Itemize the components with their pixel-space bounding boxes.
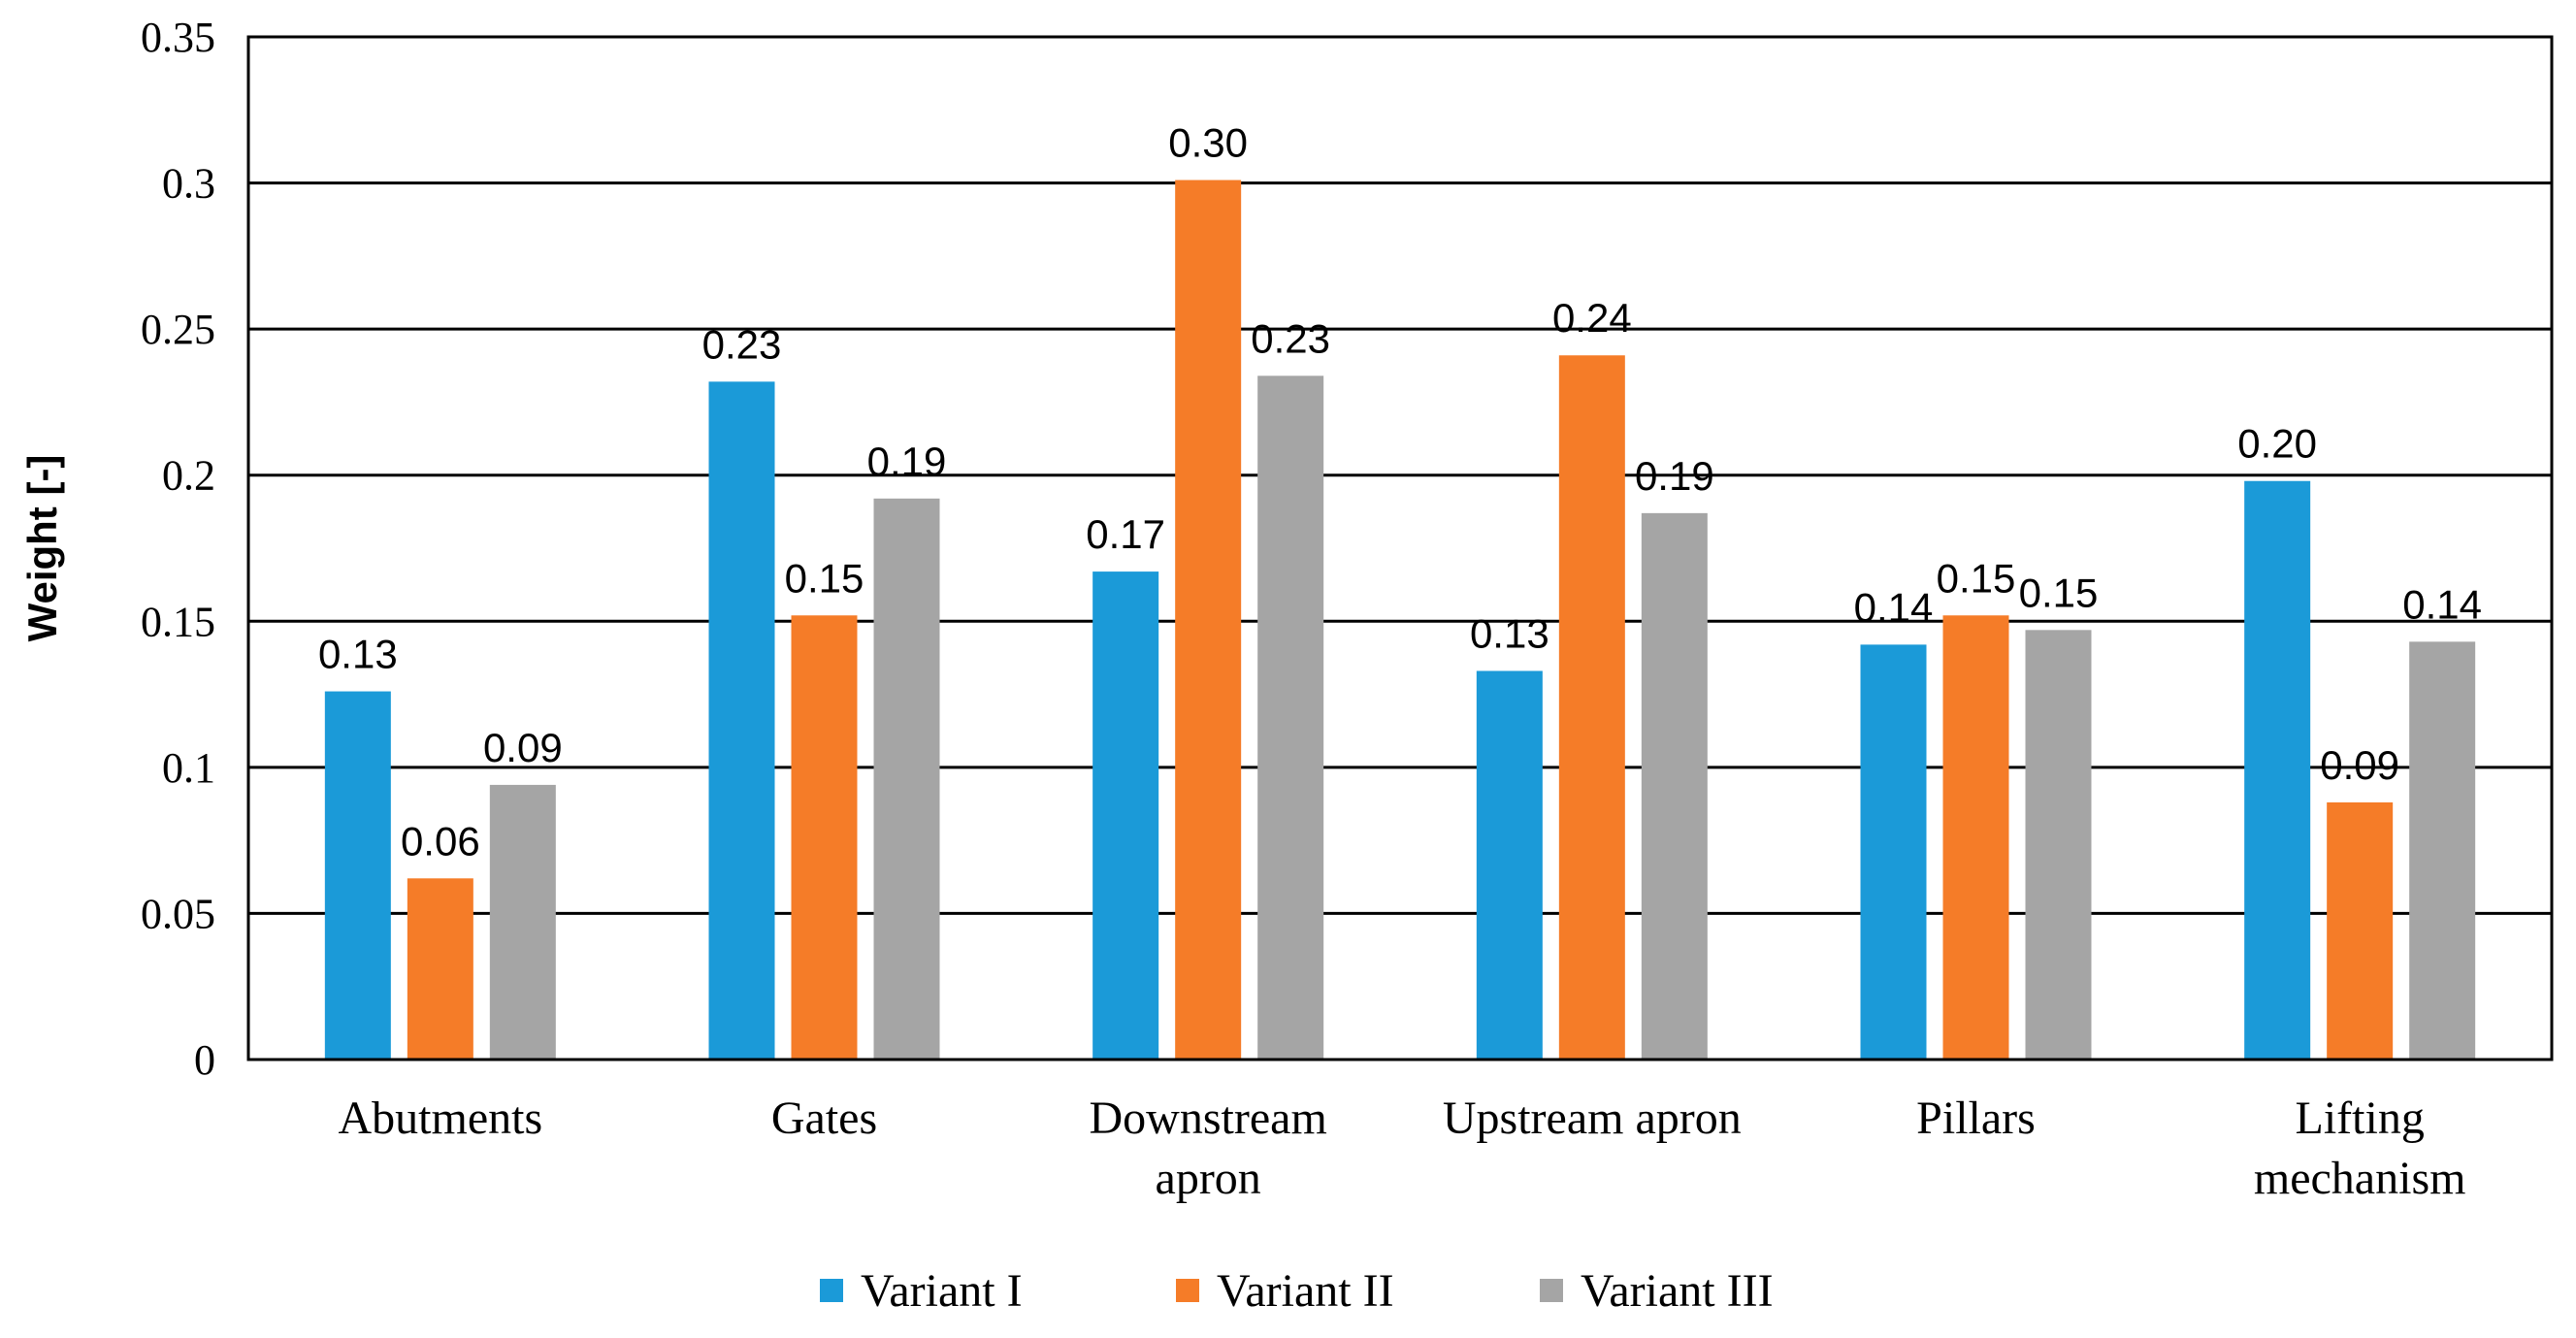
- x-tick-label: Downstream: [1090, 1093, 1327, 1144]
- bar-variant-i: [708, 381, 775, 1060]
- data-label: 0.19: [1635, 453, 1714, 499]
- data-label: 0.30: [1168, 120, 1248, 166]
- legend-swatch-variant-iii: [1540, 1279, 1563, 1302]
- y-tick-label: 0.25: [141, 306, 215, 353]
- x-tick-label: Upstream apron: [1443, 1093, 1742, 1144]
- data-labels: 0.13 0.06 0.09 0.23 0.15 0.19 0.17 0.30 0.23 0.13…: [318, 120, 2482, 865]
- bar-variant-ii: [1942, 615, 2009, 1060]
- plot-area-frame: [246, 35, 2554, 1061]
- bars: [324, 179, 2476, 1061]
- bar-variant-i: [1860, 644, 1927, 1060]
- x-tick-label: Abutments: [339, 1093, 543, 1144]
- bar-variant-iii: [1641, 512, 1708, 1060]
- bar-variant-ii: [1175, 179, 1242, 1060]
- bar-variant-iii: [1257, 375, 1324, 1061]
- y-tick-label: 0.2: [162, 452, 215, 500]
- bar-variant-i: [2244, 480, 2311, 1060]
- data-label: 0.15: [1937, 555, 2016, 601]
- gridlines: [248, 35, 2552, 1061]
- y-axis-ticks: 0 0.05 0.1 0.15 0.2 0.25 0.3 0.35: [141, 14, 215, 1084]
- bar-variant-ii: [791, 615, 858, 1060]
- data-label: 0.15: [2019, 570, 2099, 615]
- data-label: 0.09: [483, 725, 563, 770]
- x-tick-label: apron: [1156, 1153, 1261, 1204]
- bar-variant-i: [1476, 670, 1543, 1060]
- y-tick-label: 0: [194, 1036, 215, 1084]
- bar-variant-ii: [2327, 801, 2394, 1060]
- data-label: 0.15: [785, 555, 864, 601]
- data-label: 0.14: [2402, 581, 2482, 627]
- bar-variant-ii: [407, 878, 473, 1060]
- y-tick-label: 0.3: [162, 160, 215, 208]
- bar-variant-iii: [873, 498, 940, 1060]
- x-tick-label: mechanism: [2254, 1153, 2466, 1204]
- bar-variant-i: [1092, 571, 1159, 1060]
- data-label: 0.14: [1854, 584, 1934, 630]
- bar-variant-iii: [2409, 641, 2476, 1060]
- data-label: 0.13: [318, 632, 398, 677]
- data-label: 0.24: [1552, 295, 1632, 341]
- data-label: 0.23: [702, 321, 782, 367]
- x-tick-label: Pillars: [1916, 1093, 2036, 1144]
- y-axis-label: Weight [-]: [19, 455, 65, 642]
- y-tick-label: 0.15: [141, 598, 215, 645]
- data-label: 0.17: [1086, 511, 1165, 557]
- bar-variant-i: [324, 691, 391, 1060]
- legend-swatch-variant-ii: [1176, 1279, 1199, 1302]
- bar-variant-iii: [489, 784, 556, 1060]
- data-label: 0.20: [2237, 421, 2317, 467]
- y-tick-label: 0.35: [141, 14, 215, 61]
- y-tick-label: 0.05: [141, 890, 215, 937]
- x-tick-label: Gates: [771, 1093, 877, 1144]
- x-tick-label: Lifting: [2296, 1093, 2425, 1144]
- data-label: 0.06: [401, 818, 480, 864]
- legend-label: Variant I: [861, 1265, 1023, 1317]
- y-tick-label: 0.1: [162, 744, 215, 792]
- data-label: 0.13: [1470, 610, 1549, 656]
- data-label: 0.19: [867, 439, 947, 484]
- bar-variant-ii: [1558, 355, 1625, 1060]
- x-axis-ticks: Abutments Gates Downstream apron Upstream ap…: [339, 1093, 2466, 1204]
- legend-label: Variant III: [1581, 1265, 1774, 1317]
- legend-swatch-variant-i: [820, 1279, 843, 1302]
- legend-label: Variant II: [1217, 1265, 1394, 1317]
- legend: Variant I Variant II Variant III: [820, 1265, 1774, 1317]
- data-label: 0.23: [1251, 315, 1330, 361]
- bar-variant-iii: [2025, 630, 2092, 1060]
- data-label: 0.09: [2320, 742, 2399, 788]
